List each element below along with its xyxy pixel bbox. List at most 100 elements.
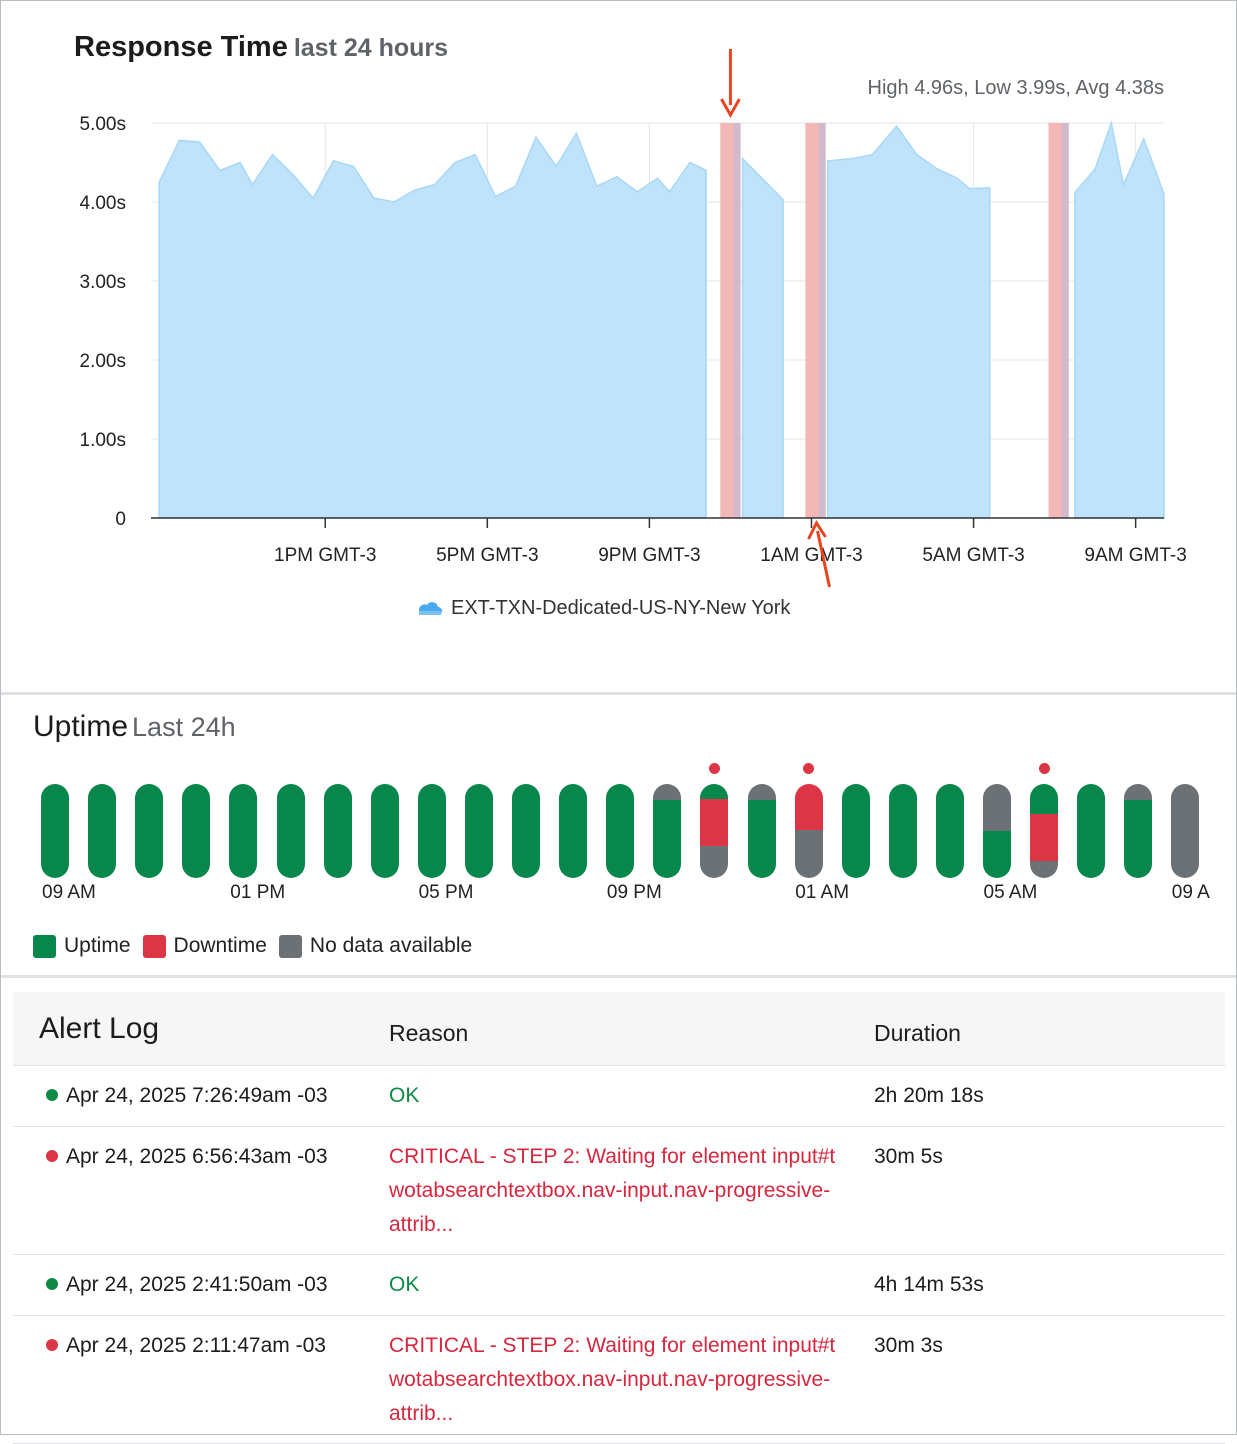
alert-time-text: Apr 24, 2025 2:11:47am -03 xyxy=(66,1334,326,1357)
uptime-bar[interactable] xyxy=(888,784,917,878)
alert-time: Apr 24, 2025 2:11:47am -03 xyxy=(39,1329,369,1363)
uptime-bar-segment-up xyxy=(323,784,352,878)
alert-log-row[interactable]: Apr 24, 2025 7:26:49am -03 OK 2h 20m 18s xyxy=(13,1066,1225,1127)
uptime-bar-segment-none xyxy=(653,784,682,800)
uptime-bar[interactable] xyxy=(370,784,399,878)
column-header-duration: Duration xyxy=(874,1020,961,1046)
downtime-band-edge xyxy=(1061,123,1069,518)
alert-time: Apr 24, 2025 2:41:50am -03 xyxy=(39,1268,369,1302)
uptime-bar[interactable] xyxy=(182,784,211,878)
uptime-hour-label: 09 AM xyxy=(42,882,96,903)
alert-log-row[interactable]: Apr 24, 2025 2:11:47am -03 CRITICAL - STE… xyxy=(13,1316,1225,1444)
column-header-reason: Reason xyxy=(389,1020,469,1046)
uptime-bar-segment-up xyxy=(464,784,493,878)
uptime-bar[interactable] xyxy=(88,784,117,878)
uptime-bar[interactable] xyxy=(700,784,729,878)
uptime-bar-segment-none xyxy=(1030,861,1059,878)
uptime-hour-label: 01 AM xyxy=(795,882,850,903)
uptime-bar-segment-up xyxy=(700,784,729,800)
downtime-band-edge xyxy=(733,123,741,518)
alert-time-text: Apr 24, 2025 6:56:43am -03 xyxy=(66,1145,328,1168)
uptime-bar[interactable] xyxy=(135,784,164,878)
uptime-bar-segment-up xyxy=(983,831,1011,878)
uptime-bar[interactable] xyxy=(229,784,258,878)
alert-log-row[interactable]: Apr 24, 2025 6:56:43am -03 CRITICAL - STE… xyxy=(13,1127,1225,1255)
uptime-bar-segment-up xyxy=(935,784,964,878)
uptime-bar-segment-up xyxy=(1030,784,1059,815)
alert-time-text: Apr 24, 2025 7:26:49am -03 xyxy=(66,1084,328,1107)
uptime-bar[interactable] xyxy=(512,784,540,878)
alert-reason: OK xyxy=(389,1084,420,1107)
uptime-bar[interactable] xyxy=(41,784,69,878)
uptime-legend: Uptime Downtime No data available xyxy=(33,934,484,958)
alert-time: Apr 24, 2025 6:56:43am -03 xyxy=(39,1140,369,1174)
uptime-bar[interactable] xyxy=(606,784,635,878)
uptime-bar-segment-down xyxy=(1030,814,1059,862)
uptime-hour-label: 01 PM xyxy=(230,882,286,903)
uptime-bar[interactable] xyxy=(1124,784,1153,878)
uptime-bar-segment-up xyxy=(41,784,69,878)
panel-divider xyxy=(1,692,1236,695)
alert-time: Apr 24, 2025 7:26:49am -03 xyxy=(39,1079,369,1113)
uptime-bar[interactable] xyxy=(323,784,352,878)
response-time-subtitle: last 24 hours xyxy=(293,34,449,62)
uptime-bar[interactable] xyxy=(559,784,588,878)
uptime-bar-segment-up xyxy=(747,799,776,878)
y-tick-label: 1.00s xyxy=(80,430,126,451)
uptime-bar[interactable] xyxy=(983,784,1011,878)
uptime-bar-segment-up xyxy=(1077,784,1106,878)
legend-series-label: EXT-TXN-Dedicated-US-NY-New York xyxy=(451,597,791,619)
uptime-bar-segment-up xyxy=(841,784,870,878)
y-tick-label: 0 xyxy=(115,509,126,530)
annotation-arrowhead-up xyxy=(807,519,827,540)
legend-downtime-label: Downtime xyxy=(173,934,267,957)
uptime-bar-segment-up xyxy=(888,784,917,878)
legend-nodata-label: No data available xyxy=(309,934,473,957)
x-tick-label: 9PM GMT-3 xyxy=(598,545,700,566)
panel-divider xyxy=(1,975,1236,978)
series-area xyxy=(1074,120,1165,519)
chart-legend[interactable]: EXT-TXN-Dedicated-US-NY-New York xyxy=(417,597,790,620)
response-time-stats: High 4.96s, Low 3.99s, Avg 4.38s xyxy=(867,77,1165,99)
series-area xyxy=(826,124,991,519)
uptime-bar[interactable] xyxy=(653,784,682,878)
alert-reason: OK xyxy=(389,1273,420,1296)
uptime-bar-segment-none xyxy=(1171,784,1200,878)
annotation-arrowhead-down xyxy=(720,98,741,119)
response-time-title: Response Time last 24 hours xyxy=(74,31,449,63)
alert-log-row[interactable]: Apr 24, 2025 2:41:50am -03 OK 4h 14m 53s xyxy=(13,1255,1225,1316)
alert-indicator-dot xyxy=(1038,763,1050,774)
uptime-bar[interactable] xyxy=(794,784,823,878)
uptime-bar-segment-down xyxy=(794,784,823,831)
alert-duration: 2h 20m 18s xyxy=(874,1084,984,1107)
uptime-bar[interactable] xyxy=(1171,784,1200,878)
uptime-bar[interactable] xyxy=(1077,784,1106,878)
uptime-bar[interactable] xyxy=(276,784,305,878)
legend-swatch-downtime xyxy=(142,934,166,958)
status-dot-critical xyxy=(46,1339,58,1351)
uptime-bar-segment-up xyxy=(229,784,258,878)
y-tick-label: 4.00s xyxy=(80,193,126,214)
uptime-bar[interactable] xyxy=(1030,784,1059,878)
alert-duration: 30m 5s xyxy=(874,1145,943,1168)
uptime-bar[interactable] xyxy=(417,784,446,878)
uptime-bar[interactable] xyxy=(747,784,776,878)
annotation-arrow-up xyxy=(816,530,831,588)
uptime-hour-label: 09 A xyxy=(1171,882,1210,903)
y-tick-label: 3.00s xyxy=(80,272,126,293)
y-tick-label: 5.00s xyxy=(80,114,126,135)
uptime-bar[interactable] xyxy=(464,784,493,878)
uptime-bar-segment-down xyxy=(700,799,729,847)
uptime-bar-segment-none xyxy=(700,846,729,878)
alert-time-text: Apr 24, 2025 2:41:50am -03 xyxy=(66,1273,328,1296)
x-tick-label: 5AM GMT-3 xyxy=(922,545,1024,566)
uptime-hour-label: 05 AM xyxy=(983,882,1038,903)
alert-log-title: Alert Log xyxy=(39,1012,160,1045)
uptime-bar-segment-none xyxy=(747,784,776,800)
uptime-hour-label: 09 PM xyxy=(606,882,662,903)
legend-uptime: Uptime xyxy=(33,934,131,958)
response-time-chart: 0 1.00s 2.00s 3.00s 4.00s 5.00s 1PM GMT-3 5PM G… xyxy=(80,49,1187,588)
series-area xyxy=(158,131,707,519)
uptime-bar[interactable] xyxy=(935,784,964,878)
uptime-bar[interactable] xyxy=(841,784,870,878)
